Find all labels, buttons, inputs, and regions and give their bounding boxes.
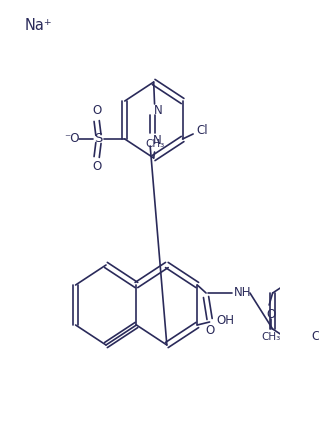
Text: N: N: [154, 104, 162, 117]
Text: Na⁺: Na⁺: [25, 18, 52, 33]
Text: ⁻O: ⁻O: [64, 133, 80, 146]
Text: O: O: [92, 105, 101, 118]
Text: S: S: [94, 133, 103, 146]
Text: N: N: [153, 134, 161, 147]
Text: Cl: Cl: [312, 330, 319, 343]
Text: NH: NH: [234, 286, 252, 299]
Text: CH₃: CH₃: [261, 332, 280, 342]
Text: OH: OH: [217, 314, 234, 327]
Text: O: O: [205, 324, 214, 337]
Text: CH₃: CH₃: [146, 139, 165, 149]
Text: O: O: [266, 308, 276, 321]
Text: O: O: [92, 161, 101, 174]
Text: Cl: Cl: [196, 124, 208, 137]
